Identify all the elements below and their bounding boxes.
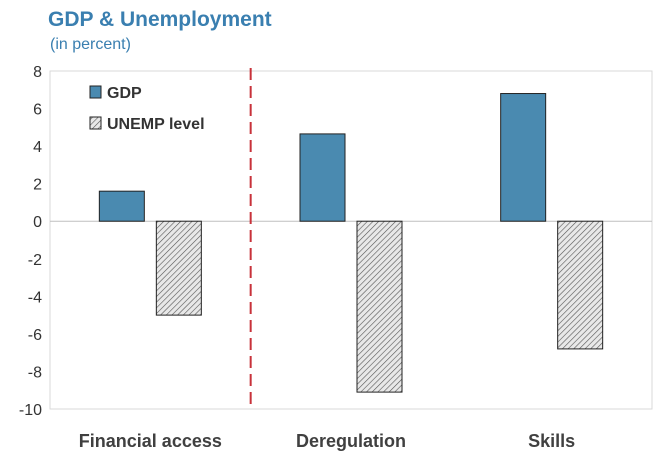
gdp-bar — [500, 93, 547, 222]
unemp-bar — [356, 220, 403, 393]
unemp-bar — [155, 220, 202, 316]
x-tick-label: Financial access — [79, 431, 222, 451]
y-tick-label: -6 — [28, 327, 42, 344]
y-tick-label: -2 — [28, 252, 42, 269]
legend-unemp-swatch — [89, 116, 102, 130]
y-tick-label: -10 — [19, 402, 42, 419]
chart-title: GDP & Unemployment — [48, 8, 272, 31]
unemp-bar — [557, 220, 604, 350]
x-tick-label: Skills — [528, 431, 575, 451]
y-tick-label: -4 — [28, 289, 42, 306]
gdp-bar — [299, 133, 346, 222]
legend-gdp-label: GDP — [107, 85, 142, 102]
y-tick-label: -8 — [28, 364, 42, 381]
y-tick-label: 8 — [33, 64, 42, 81]
legend-gdp-swatch — [89, 85, 102, 99]
chart-subtitle: (in percent) — [50, 36, 131, 53]
y-tick-label: 0 — [33, 214, 42, 231]
y-tick-label: 6 — [33, 102, 42, 119]
legend-unemp-label: UNEMP level — [107, 116, 205, 133]
y-tick-label: 4 — [33, 139, 42, 156]
gdp-bar — [98, 190, 145, 222]
x-tick-label: Deregulation — [296, 431, 406, 451]
plot-border — [49, 70, 653, 410]
y-tick-label: 2 — [33, 177, 42, 194]
